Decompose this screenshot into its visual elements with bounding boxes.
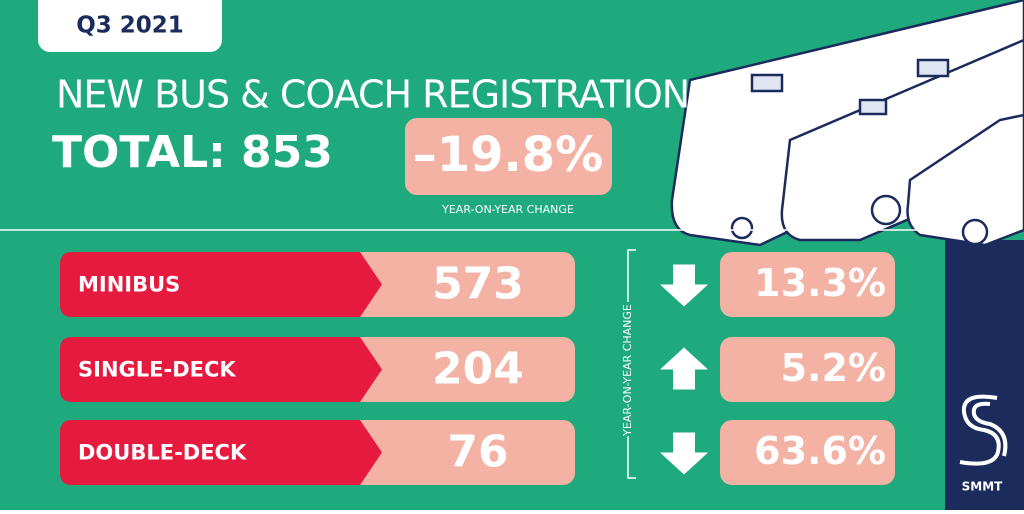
vehicle-illustration [670,0,1024,247]
row-count: 204 [432,344,524,395]
name-box [60,337,382,402]
total: TOTAL: 853 [52,127,333,178]
row-name: SINGLE-DECK [78,358,236,382]
change-caption: YEAR-ON-YEAR CHANGE [441,203,574,216]
row-change: 13.3% [754,261,886,305]
row-change-box [720,252,895,317]
row-change: 5.2% [781,346,886,390]
row-count: 76 [447,427,508,478]
row-name: MINIBUS [78,273,180,297]
direction-arrow [660,264,708,307]
badge: Q3 2021 [76,13,184,39]
count-box [340,252,575,317]
name-box [60,420,382,485]
row-change-box [720,337,895,402]
logo-mark [959,394,1008,466]
badge-box [38,0,222,52]
name-box [60,252,382,317]
count-box [340,420,575,485]
count-box [340,337,575,402]
side-label: YEAR-ON-YEAR CHANGE [621,304,634,437]
logo: SMMT [962,480,1004,494]
direction-arrow [660,432,708,475]
row-name: DOUBLE-DECK [78,441,247,465]
bracket [627,249,636,479]
rows: MINIBUS 573 13.3% SINGLE-DECK 204 5.2% DOUBLE-… [60,252,895,485]
row-count: 573 [432,259,524,310]
direction-arrow [660,347,708,390]
logo-strip [945,240,1024,510]
row-change-box [720,420,895,485]
row-change: 63.6% [754,429,886,473]
change-box [405,118,612,195]
change: –19.8% [413,127,604,183]
title: NEW BUS & COACH REGISTRATIONS [56,73,712,117]
